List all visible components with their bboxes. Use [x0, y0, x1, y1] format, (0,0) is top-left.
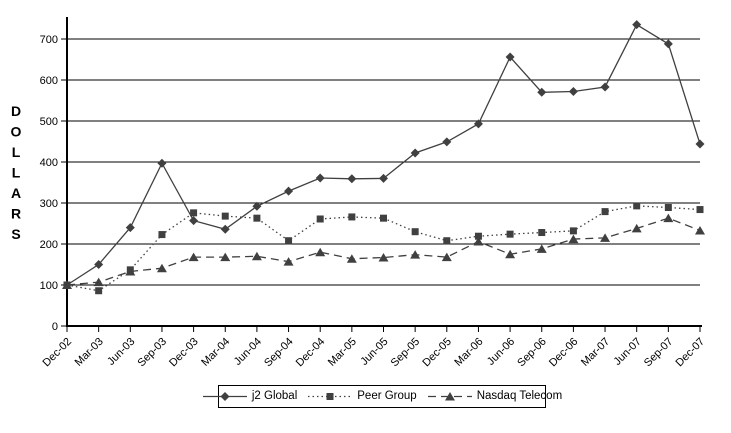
svg-text:Dec-02: Dec-02 — [41, 336, 75, 370]
svg-text:Jun-05: Jun-05 — [358, 336, 390, 368]
svg-text:O: O — [11, 124, 22, 140]
svg-text:200: 200 — [40, 239, 58, 251]
svg-text:Jun-03: Jun-03 — [105, 336, 137, 368]
svg-text:Jun-07: Jun-07 — [612, 336, 644, 368]
svg-text:500: 500 — [40, 116, 58, 128]
svg-text:S: S — [11, 226, 20, 242]
legend-label-peer-group: Peer Group — [357, 389, 417, 402]
svg-text:Mar-06: Mar-06 — [452, 336, 485, 369]
svg-text:L: L — [12, 165, 21, 181]
svg-text:Dec-04: Dec-04 — [294, 336, 328, 370]
legend-item-peer-group: Peer Group — [307, 389, 417, 403]
svg-text:Mar-05: Mar-05 — [326, 336, 359, 369]
svg-text:400: 400 — [40, 157, 58, 169]
svg-text:Dec-05: Dec-05 — [420, 336, 454, 370]
svg-text:A: A — [11, 185, 21, 201]
svg-text:Dec-07: Dec-07 — [674, 336, 708, 370]
legend-item-nasdaq-telecom: Nasdaq Telecom — [427, 389, 563, 403]
legend-label-nasdaq-telecom: Nasdaq Telecom — [476, 389, 563, 402]
svg-text:Dec-03: Dec-03 — [167, 336, 201, 370]
svg-text:L: L — [12, 144, 21, 160]
svg-text:Sep-05: Sep-05 — [389, 336, 423, 370]
svg-text:R: R — [11, 206, 21, 222]
svg-text:600: 600 — [40, 75, 58, 87]
svg-text:Sep-07: Sep-07 — [642, 336, 676, 370]
svg-text:Mar-04: Mar-04 — [199, 336, 232, 369]
legend-item-j2-global: j2 Global — [202, 389, 298, 403]
svg-text:Jun-06: Jun-06 — [485, 336, 517, 368]
j2-global-line-sample — [202, 392, 247, 401]
svg-text:Sep-03: Sep-03 — [135, 336, 169, 370]
legend-label-j2-global: j2 Global — [251, 389, 298, 402]
svg-text:100: 100 — [40, 280, 58, 292]
svg-text:Sep-04: Sep-04 — [262, 336, 296, 370]
nasdaq-telecom-line-sample — [427, 392, 472, 401]
svg-text:Mar-07: Mar-07 — [579, 336, 612, 369]
svg-text:D: D — [11, 103, 21, 119]
svg-text:Jun-04: Jun-04 — [232, 336, 264, 368]
svg-text:Dec-06: Dec-06 — [547, 336, 581, 370]
svg-text:300: 300 — [40, 198, 58, 210]
svg-text:0: 0 — [52, 321, 58, 333]
svg-text:700: 700 — [40, 34, 58, 46]
chart-legend: j2 Global Peer Group Nasdaq Telecom — [202, 385, 562, 408]
svg-text:Mar-03: Mar-03 — [73, 336, 106, 369]
svg-text:Sep-06: Sep-06 — [515, 336, 549, 370]
peer-group-line-sample — [308, 393, 353, 400]
